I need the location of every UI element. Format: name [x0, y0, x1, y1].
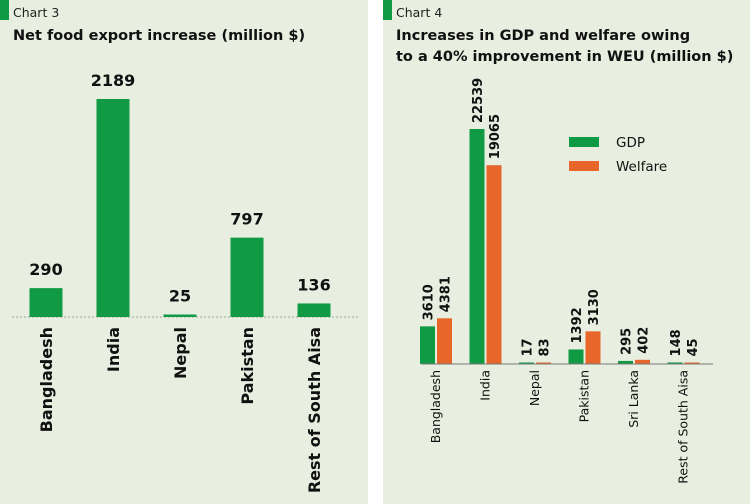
data-label-gdp-rest-of-south-aisa: 148	[669, 329, 684, 356]
bar-welfare-india	[486, 165, 502, 364]
chart-3-panel: Chart 3 Net food export increase (millio…	[0, 0, 368, 504]
tick-label-nepal: Nepal	[171, 327, 190, 379]
data-label-india: 2189	[91, 71, 136, 90]
data-label-welfare-sri-lanka: 402	[637, 327, 652, 354]
tick-label-nepal: Nepal	[527, 370, 542, 406]
tick-label-bangladesh: Bangladesh	[37, 327, 56, 432]
chart-3-marker	[0, 0, 9, 20]
data-label-gdp-bangladesh: 3610	[422, 284, 437, 320]
bar-gdp-india	[469, 129, 485, 364]
data-label-welfare-bangladesh: 4381	[439, 276, 454, 312]
data-label-welfare-pakistan: 3130	[587, 289, 602, 325]
data-label-bangladesh: 290	[29, 260, 62, 279]
bar-welfare-sri-lanka	[635, 359, 650, 364]
chart-4-title-line-2: to a 40% improvement in WEU (million $)	[396, 49, 734, 65]
tick-label-sri-lanka: Sri Lanka	[626, 370, 641, 428]
bar-gdp-pakistan	[568, 349, 584, 364]
data-label-gdp-pakistan: 1392	[570, 307, 585, 343]
bar-nepal	[163, 314, 197, 317]
bar-welfare-bangladesh	[437, 318, 452, 364]
data-label-welfare-rest-of-south-aisa: 45	[686, 338, 701, 356]
bar-welfare-pakistan	[585, 331, 601, 364]
chart-4-title-line-1: Increases in GDP and welfare owing	[396, 28, 691, 44]
bar-welfare-nepal	[536, 362, 551, 364]
chart-4-marker	[383, 0, 392, 20]
chart-3-title: Net food export increase (million $)	[13, 28, 306, 44]
data-label-welfare-india: 19065	[488, 114, 503, 159]
tick-label-pakistan: Pakistan	[238, 327, 257, 405]
data-label-welfare-nepal: 83	[538, 338, 553, 356]
data-label-rest-of-south-aisa: 136	[297, 275, 330, 294]
tick-label-rest-of-south-aisa: Rest of South Aisa	[305, 327, 324, 493]
tick-label-rest-of-south-aisa: Rest of South Aisa	[676, 370, 691, 484]
bar-gdp-nepal	[519, 362, 534, 364]
tick-label-pakistan: Pakistan	[577, 370, 592, 422]
legend-label-welfare: Welfare	[616, 159, 667, 175]
tick-label-bangladesh: Bangladesh	[428, 370, 443, 443]
data-label-gdp-nepal: 17	[521, 338, 536, 356]
bar-bangladesh	[29, 288, 63, 317]
bar-welfare-rest-of-south-aisa	[684, 362, 700, 364]
bar-gdp-rest-of-south-aisa	[667, 362, 683, 364]
bar-gdp-sri-lanka	[618, 360, 633, 364]
legend-swatch-welfare	[569, 161, 599, 171]
data-label-nepal: 25	[169, 287, 191, 306]
bar-india	[96, 99, 130, 317]
tick-label-india: India	[104, 327, 123, 372]
bar-gdp-bangladesh	[420, 326, 435, 364]
legend-swatch-gdp	[569, 137, 599, 147]
chart-4-panel: Chart 4 Increases in GDP and welfare owi…	[383, 0, 750, 504]
chart-4-label: Chart 4	[396, 5, 443, 20]
tick-label-india: India	[478, 370, 493, 401]
data-label-gdp-india: 22539	[471, 78, 486, 123]
chart-3-label: Chart 3	[13, 5, 60, 20]
legend-label-gdp: GDP	[616, 135, 645, 151]
bar-rest-of-south-aisa	[297, 303, 331, 317]
data-label-pakistan: 797	[230, 210, 263, 229]
bar-pakistan	[230, 237, 264, 317]
chart-3-plot: 290 Bangladesh 2189 India 25 Nepal 797 Pakistan…	[12, 71, 358, 493]
chart-4-title: Increases in GDP and welfare owing to a …	[396, 26, 733, 68]
data-label-gdp-sri-lanka: 295	[620, 328, 635, 355]
